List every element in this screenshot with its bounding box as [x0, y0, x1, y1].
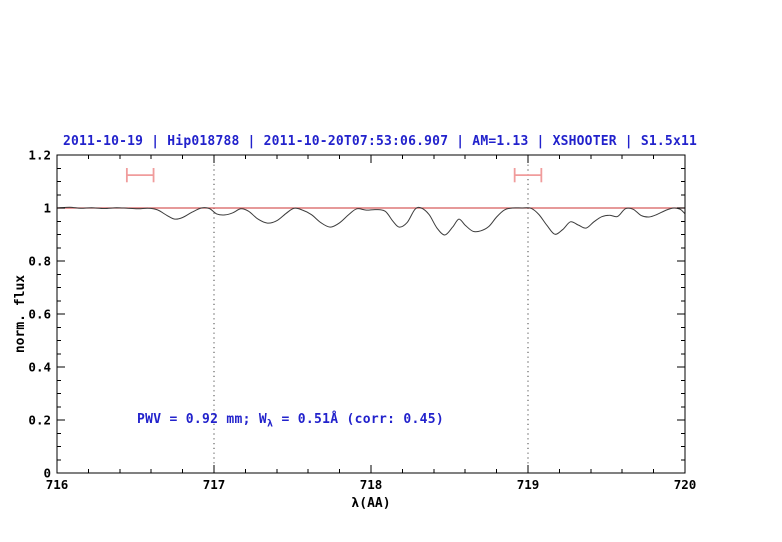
y-axis-tick-label: 1: [43, 201, 51, 216]
y-axis-tick-label: 0: [43, 466, 51, 481]
x-axis-tick-label: 720: [674, 477, 697, 492]
x-axis-tick-label: 719: [517, 477, 540, 492]
y-axis-tick-label: 0.6: [28, 307, 51, 322]
plot-title: 2011-10-19 | Hip018788 | 2011-10-20T07:5…: [62, 134, 698, 149]
y-axis-tick-label: 0.8: [28, 254, 51, 269]
pwv-annotation-pre: PWV = 0.92 mm; W: [137, 412, 268, 427]
y-axis-tick-label: 1.2: [28, 148, 51, 163]
y-axis-tick-label: 0.2: [28, 413, 51, 428]
y-axis-label: norm. flux: [13, 275, 28, 353]
pwv-annotation: PWV = 0.92 mm; Wλ = 0.51Å (corr: 0.45): [137, 412, 444, 430]
x-axis-tick-label: 718: [360, 477, 383, 492]
pwv-annotation-post: = 0.51Å (corr: 0.45): [273, 412, 445, 427]
spectrum-line: [56, 206, 686, 236]
x-axis-label: λ(AA): [351, 496, 390, 511]
x-axis-tick-label: 717: [203, 477, 226, 492]
pwv-annotation-sub: λ: [267, 418, 274, 430]
y-axis-tick-label: 0.4: [28, 360, 51, 375]
x-axis-tick-label: 716: [46, 477, 69, 492]
